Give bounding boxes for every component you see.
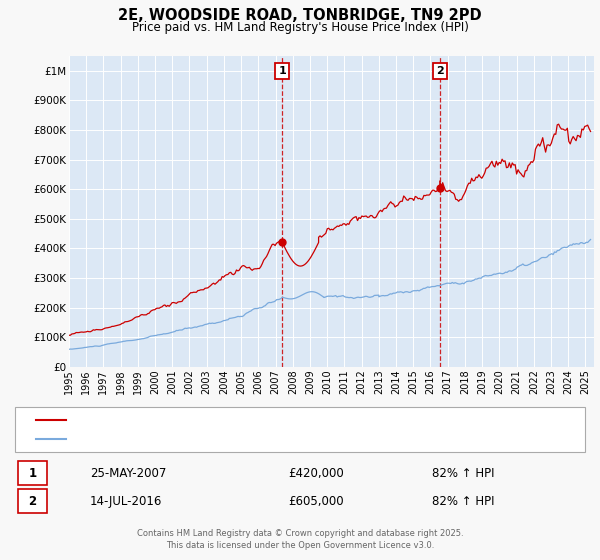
Text: 14-JUL-2016: 14-JUL-2016 [90, 494, 163, 508]
Text: HPI: Average price, semi-detached house,  Tonbridge and Malling: HPI: Average price, semi-detached house,… [69, 434, 409, 444]
Text: £605,000: £605,000 [288, 494, 344, 508]
Text: This data is licensed under the Open Government Licence v3.0.: This data is licensed under the Open Gov… [166, 541, 434, 550]
Text: £420,000: £420,000 [288, 466, 344, 480]
Text: 2: 2 [28, 494, 37, 508]
Text: Contains HM Land Registry data © Crown copyright and database right 2025.: Contains HM Land Registry data © Crown c… [137, 529, 463, 538]
Text: 25-MAY-2007: 25-MAY-2007 [90, 466, 166, 480]
Text: 1: 1 [28, 466, 37, 480]
Text: 2E, WOODSIDE ROAD, TONBRIDGE, TN9 2PD: 2E, WOODSIDE ROAD, TONBRIDGE, TN9 2PD [118, 8, 482, 24]
Text: 2E, WOODSIDE ROAD, TONBRIDGE, TN9 2PD (semi-detached house): 2E, WOODSIDE ROAD, TONBRIDGE, TN9 2PD (s… [69, 415, 425, 425]
Text: Price paid vs. HM Land Registry's House Price Index (HPI): Price paid vs. HM Land Registry's House … [131, 21, 469, 34]
Text: 1: 1 [278, 66, 286, 76]
Text: 82% ↑ HPI: 82% ↑ HPI [432, 466, 494, 480]
Text: 2: 2 [436, 66, 443, 76]
Text: 82% ↑ HPI: 82% ↑ HPI [432, 494, 494, 508]
